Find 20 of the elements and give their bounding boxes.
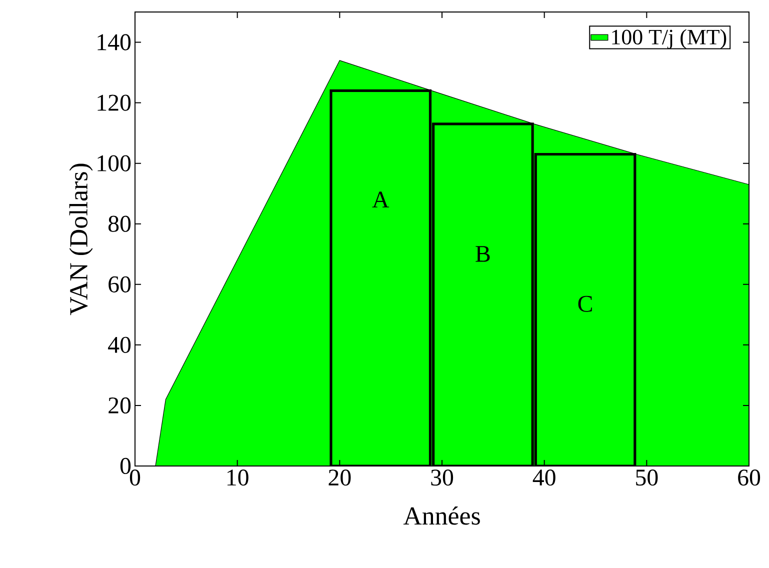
y-tick-label: 20 [108, 397, 131, 414]
annotation: A [372, 192, 390, 208]
y-tick-label: 80 [108, 216, 131, 232]
annotation: C [578, 296, 592, 312]
x-tick-label: 60 [738, 470, 760, 486]
y-tick-label: 140 [98, 34, 131, 50]
y-tick-label: 0 [120, 458, 131, 474]
x-axis-title: Années [403, 506, 480, 525]
y-axis-title: VAN (Dollars) [69, 164, 93, 316]
y-tick-label: 60 [108, 276, 131, 292]
x-tick-label: 20 [328, 470, 351, 486]
x-tick-label: 40 [532, 470, 556, 486]
legend-label: 100 T/j (MT) [612, 29, 726, 49]
annotation: B [476, 246, 490, 262]
x-tick-label: 10 [227, 470, 248, 486]
x-tick-label: 30 [431, 470, 454, 486]
x-tick-label: 50 [636, 470, 658, 486]
y-tick-label: 120 [98, 94, 131, 111]
y-tick-label: 100 [98, 155, 131, 172]
y-tick-label: 40 [108, 336, 131, 353]
